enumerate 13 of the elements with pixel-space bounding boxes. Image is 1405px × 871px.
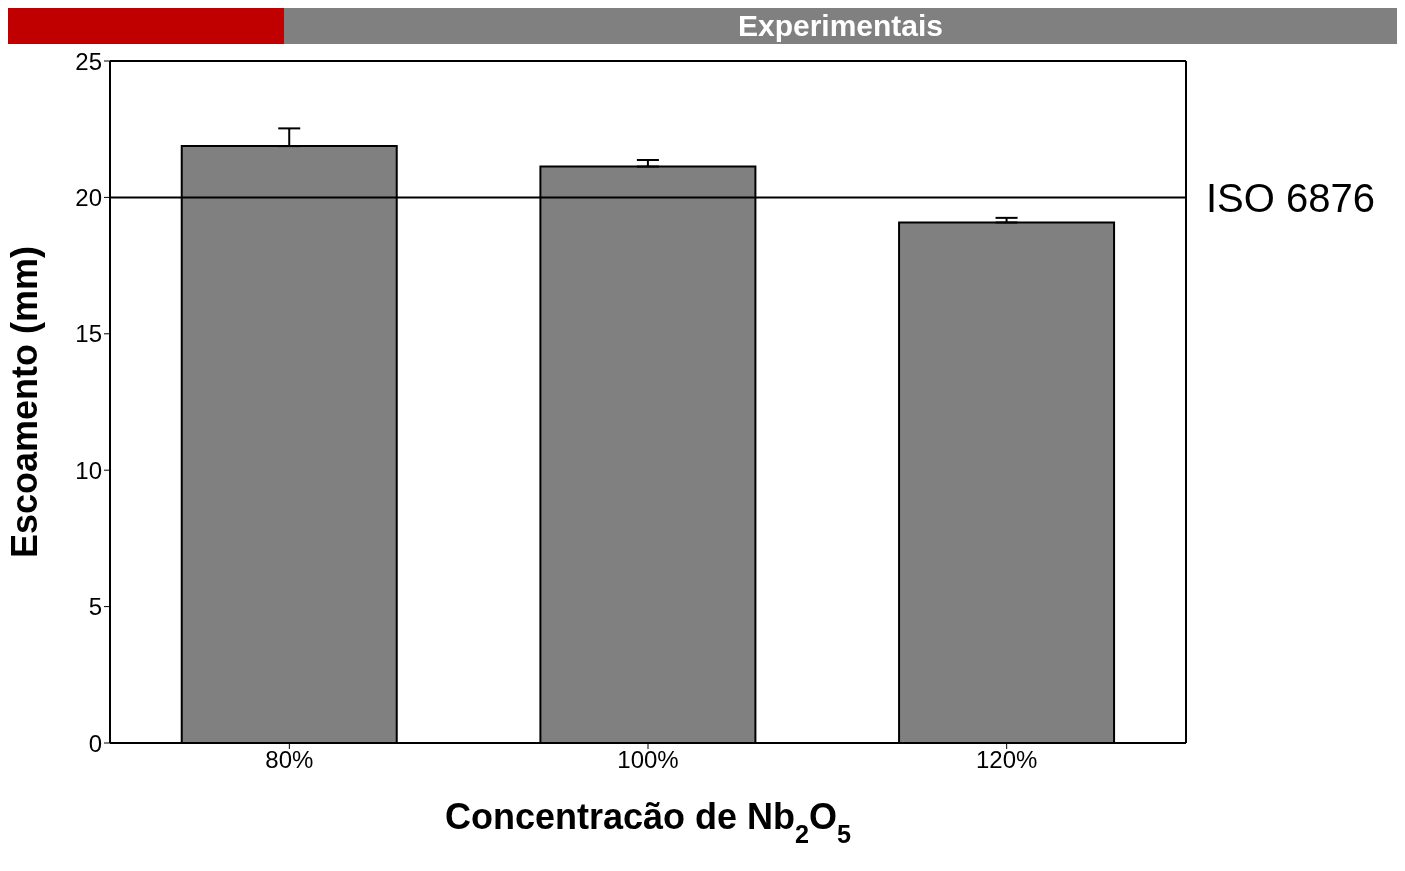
x-axis-title: Concentracão de Nb$_{2}$O$_{5}$	[444, 796, 852, 848]
chart-title: Experimentais	[284, 8, 1397, 44]
y-tick-label: 0	[88, 729, 102, 757]
ref-line-label: ISO 6876	[1206, 175, 1376, 220]
x-tick-label: 120%	[975, 746, 1038, 774]
y-axis-title: Escoamento (mm)	[3, 245, 45, 559]
y-tick-label: 25	[75, 47, 102, 75]
y-tick-label: 20	[75, 183, 102, 211]
y-tick-label: 5	[88, 593, 102, 621]
x-tick-label: 100%	[617, 746, 679, 774]
x-tick-label: 80%	[265, 746, 314, 774]
y-tick-label: 10	[75, 456, 102, 484]
y-tick-label: 15	[75, 320, 102, 348]
